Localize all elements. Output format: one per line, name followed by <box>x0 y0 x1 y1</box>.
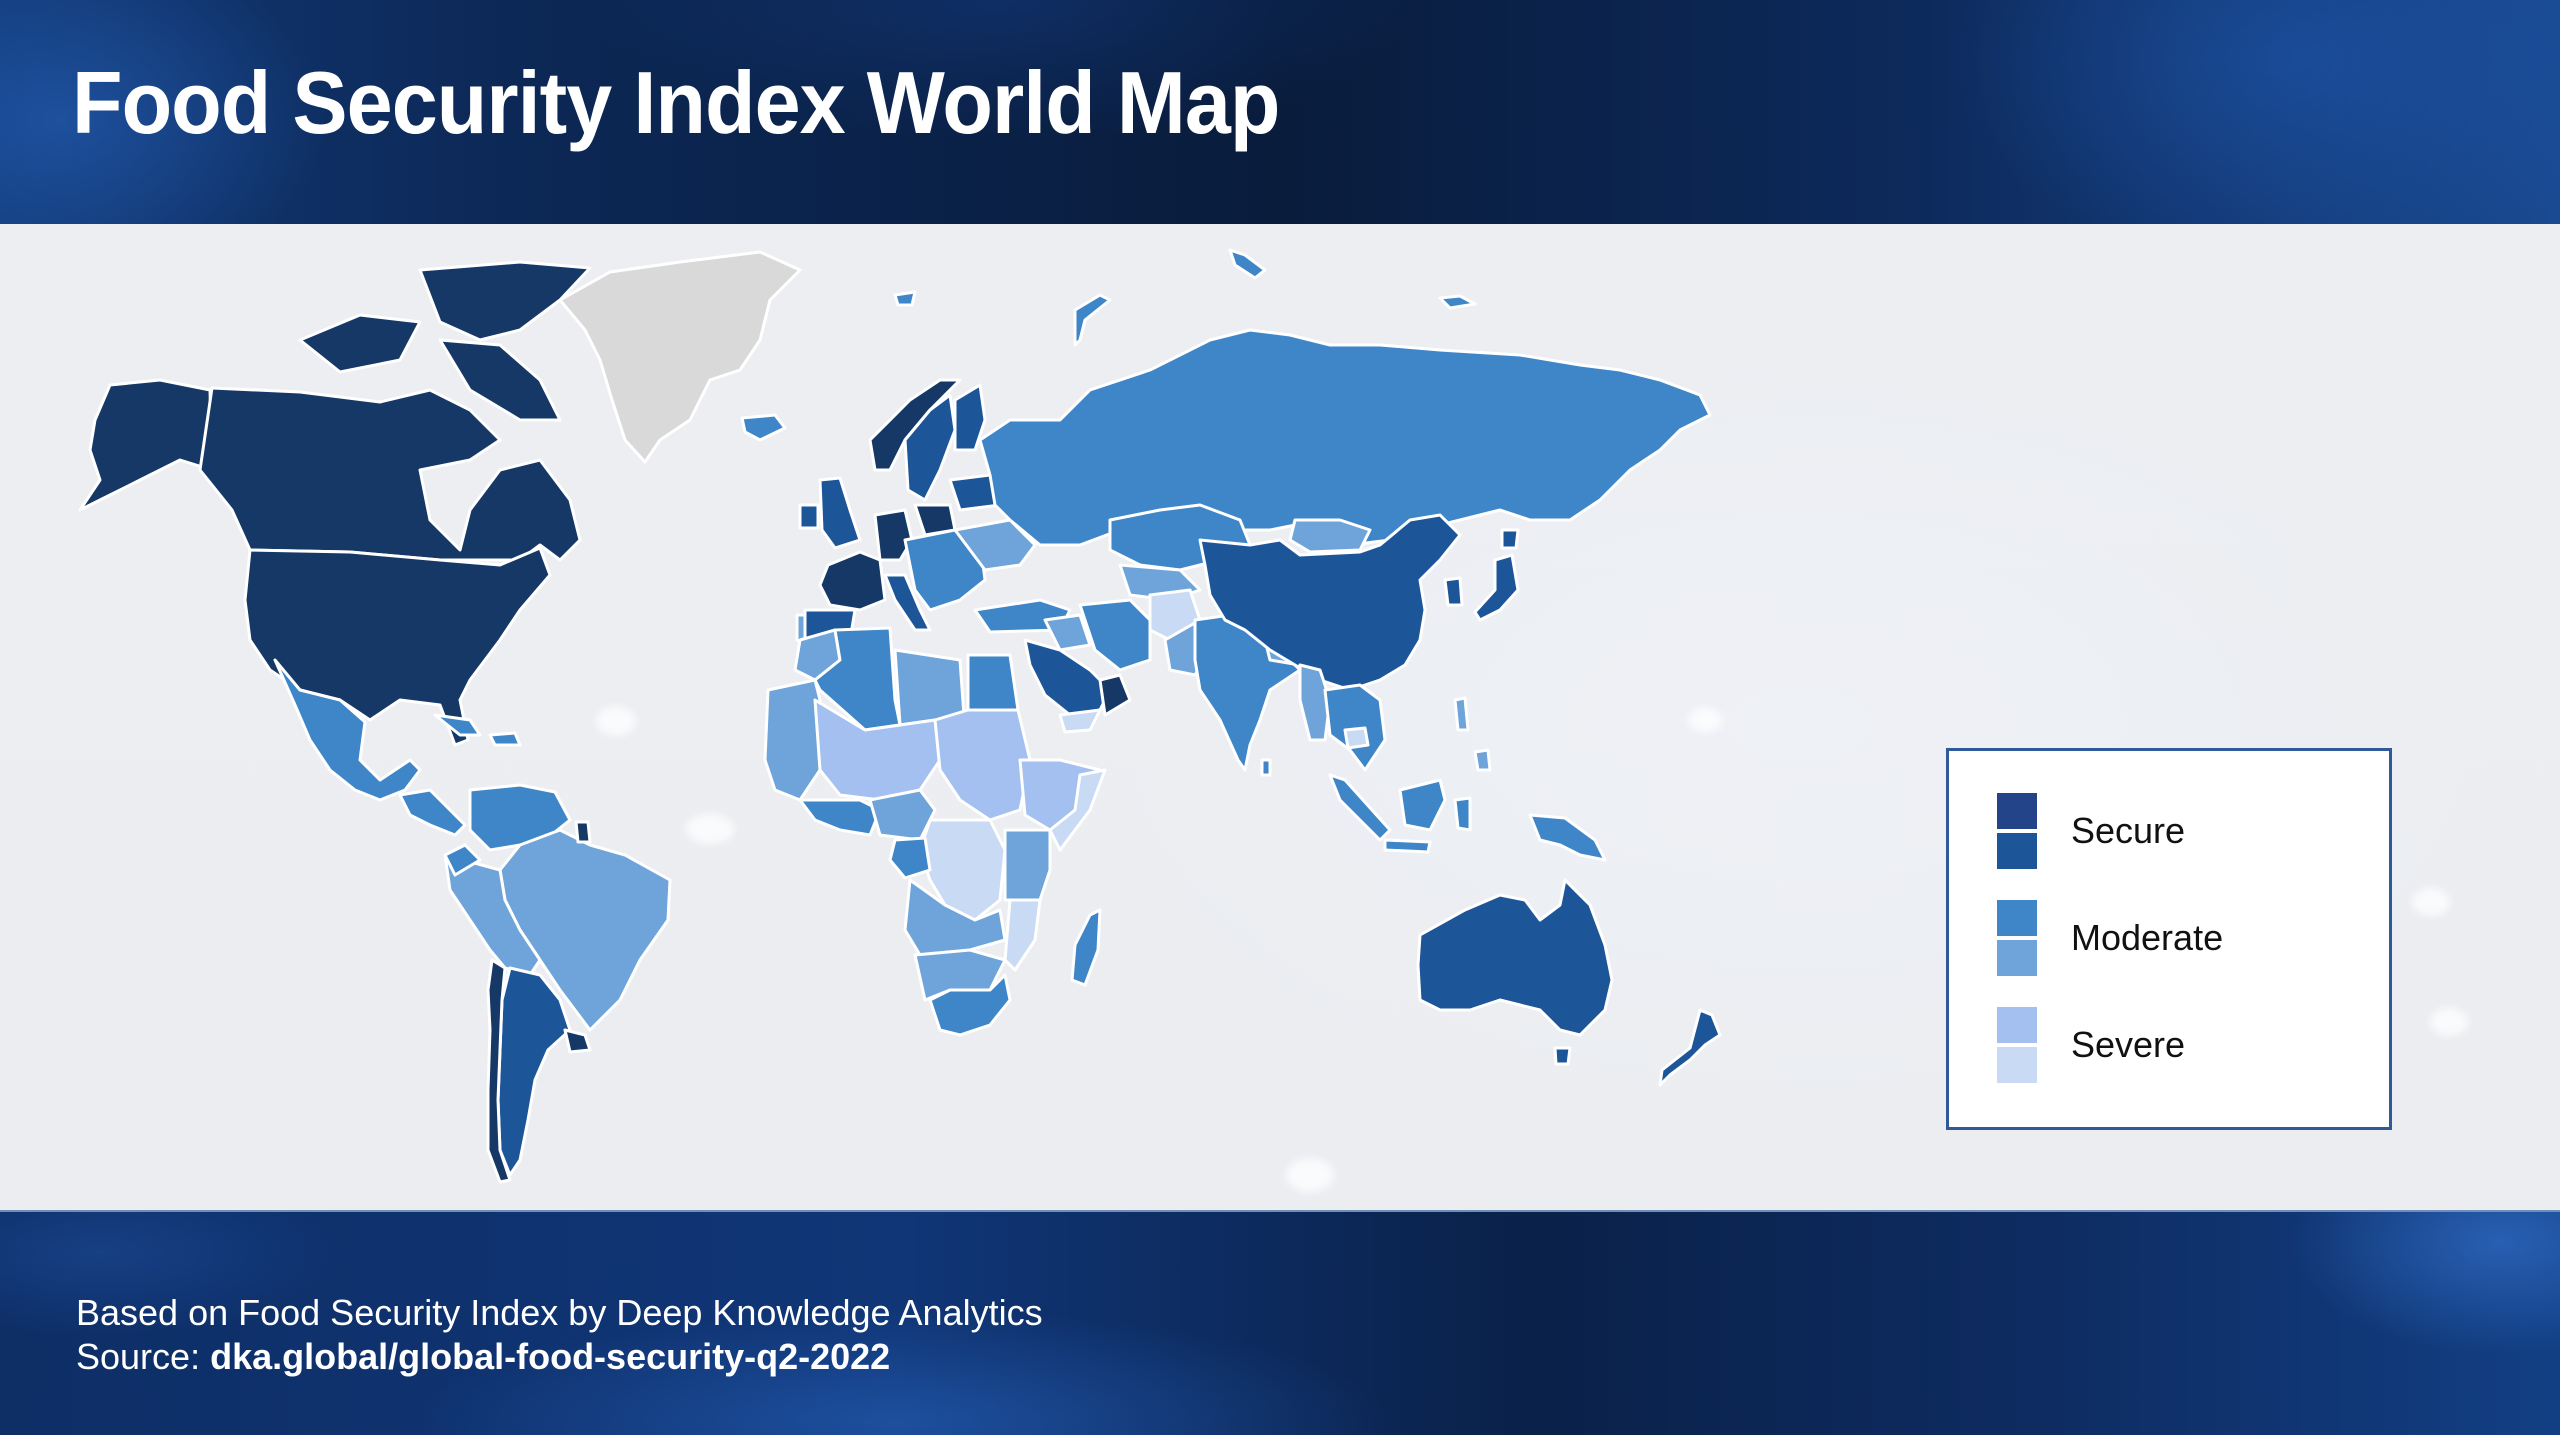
legend-swatch-severe <box>1997 1047 2037 1083</box>
country-canada-islands[interactable] <box>418 260 592 342</box>
country-myanmar[interactable] <box>1298 663 1332 742</box>
legend-swatch-moderate-dark <box>1997 900 2037 936</box>
country-ecuador[interactable] <box>443 843 482 877</box>
country-tasmania[interactable] <box>1553 1046 1572 1066</box>
country-svalbard[interactable] <box>893 290 917 307</box>
country-france[interactable] <box>818 550 887 612</box>
footer-banner: Based on Food Security Index by Deep Kno… <box>0 1210 2560 1435</box>
country-italy[interactable] <box>883 573 932 632</box>
country-gabon-congo[interactable] <box>888 836 932 880</box>
country-usa[interactable] <box>243 546 552 747</box>
country-finland[interactable] <box>953 383 987 452</box>
country-canada-islands[interactable] <box>298 313 422 374</box>
country-uk[interactable] <box>818 476 862 550</box>
light-glow-decoration <box>2430 1008 2468 1036</box>
country-oman[interactable] <box>1098 673 1132 717</box>
country-java[interactable] <box>1383 838 1432 854</box>
country-cambodia[interactable] <box>1343 726 1370 750</box>
country-philippines[interactable] <box>1473 748 1492 772</box>
legend-label: Secure <box>2071 810 2186 851</box>
country-malaysia-sumatra[interactable] <box>1328 773 1392 842</box>
legend-item-moderate: Moderate <box>1997 900 2223 976</box>
country-uruguay[interactable] <box>563 1028 592 1054</box>
country-ireland[interactable] <box>798 503 820 530</box>
country-canada-islands[interactable] <box>438 338 562 422</box>
country-iceland[interactable] <box>740 413 787 442</box>
world-map <box>78 248 1722 1184</box>
country-philippines[interactable] <box>1453 696 1470 732</box>
country-yemen[interactable] <box>1058 708 1102 734</box>
country-ukraine[interactable] <box>953 518 1037 572</box>
country-japan[interactable] <box>1473 553 1520 622</box>
country-chile[interactable] <box>486 958 512 1184</box>
light-glow-decoration <box>1688 708 1722 732</box>
country-sri-lanka[interactable] <box>1260 758 1272 777</box>
country-sweden[interactable] <box>903 393 957 502</box>
country-papua-new-guinea[interactable] <box>1528 813 1607 862</box>
country-central-america[interactable] <box>398 788 467 837</box>
country-egypt[interactable] <box>966 653 1020 712</box>
country-kenya-tanzania[interactable] <box>1003 828 1052 902</box>
source-url: dka.global/global-food-security-q2-2022 <box>210 1336 891 1377</box>
legend-swatch-severe-dark <box>1997 1007 2037 1043</box>
country-west-africa[interactable] <box>763 678 822 802</box>
country-chad-sudan[interactable] <box>933 708 1032 822</box>
legend-item-secure: Secure <box>1997 793 2185 869</box>
attribution-text: Based on Food Security Index by Deep Kno… <box>76 1292 1043 1333</box>
country-mongolia[interactable] <box>1288 518 1372 554</box>
country-argentina[interactable] <box>496 966 572 1177</box>
country-gulf-of-guinea[interactable] <box>798 798 882 837</box>
country-usa-alaska[interactable] <box>78 378 214 512</box>
country-madagascar[interactable] <box>1070 908 1102 987</box>
header-banner: Food Security Index World Map <box>0 0 2560 224</box>
country-china[interactable] <box>1198 513 1462 692</box>
country-mozambique[interactable] <box>1003 898 1042 972</box>
page-title: Food Security Index World Map <box>72 53 1280 152</box>
country-new-zealand[interactable] <box>1658 1008 1722 1087</box>
country-angola-zambia[interactable] <box>903 878 1007 957</box>
country-russia-islands[interactable] <box>1438 294 1477 310</box>
country-russia-islands[interactable] <box>1073 293 1112 347</box>
country-borneo[interactable] <box>1398 778 1447 832</box>
country-mali-niger[interactable] <box>813 698 942 802</box>
country-caribbean[interactable] <box>488 731 522 747</box>
country-greenland[interactable] <box>558 250 802 464</box>
country-sulawesi[interactable] <box>1453 796 1472 832</box>
legend-label: Moderate <box>2071 917 2224 958</box>
legend-swatch-secure-dark <box>1997 793 2037 829</box>
light-glow-decoration <box>2412 888 2450 916</box>
legend-swatch-moderate <box>1997 940 2037 976</box>
light-glow-decoration <box>596 706 636 736</box>
source-label: Source: <box>76 1336 211 1377</box>
country-australia[interactable] <box>1416 878 1614 1037</box>
country-south-korea[interactable] <box>1443 576 1464 607</box>
country-iran[interactable] <box>1078 598 1152 672</box>
map-area: Secure Moderate Severe <box>0 224 2560 1210</box>
light-glow-decoration <box>1286 1158 1334 1192</box>
country-mexico[interactable] <box>273 658 422 802</box>
country-russia[interactable] <box>978 328 1712 547</box>
country-iraq-syria[interactable] <box>1043 613 1092 652</box>
country-caribbean[interactable] <box>433 713 482 737</box>
light-glow-decoration <box>686 814 734 844</box>
country-south-africa[interactable] <box>928 973 1012 1037</box>
country-somalia[interactable] <box>1048 768 1107 852</box>
legend-label: Severe <box>2071 1024 2186 1065</box>
country-japan-hokkaido[interactable] <box>1500 528 1520 550</box>
legend: Secure Moderate Severe <box>1946 748 2392 1130</box>
country-russia-islands[interactable] <box>1228 248 1267 280</box>
country-suriname[interactable] <box>574 820 592 844</box>
legend-swatch-secure <box>1997 833 2037 869</box>
source-line: Source: dka.global/global-food-security-… <box>76 1336 890 1378</box>
legend-item-severe: Severe <box>1997 1007 2185 1083</box>
